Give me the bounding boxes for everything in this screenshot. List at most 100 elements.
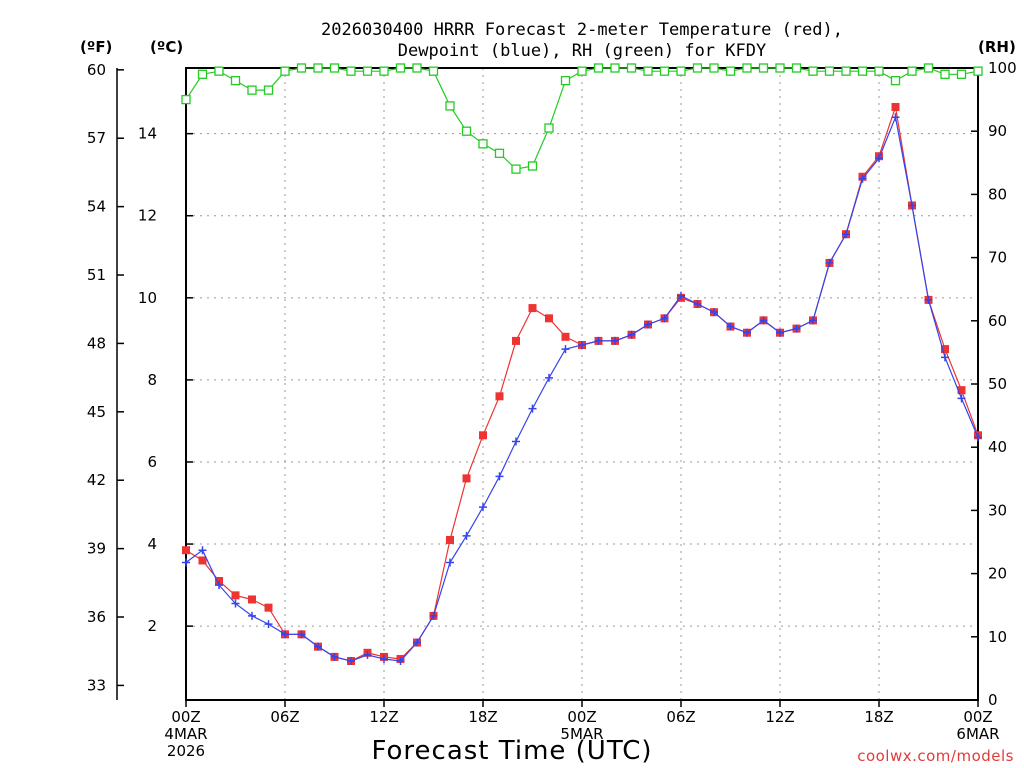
dewpoint-point — [264, 620, 273, 629]
dewpoint-point — [462, 531, 471, 540]
dewpoint-point — [314, 642, 322, 651]
celsius-tick-label: 12 — [138, 207, 157, 225]
dewpoint-point — [759, 316, 768, 325]
rh-point — [692, 63, 703, 73]
dewpoint-point — [627, 330, 636, 339]
temperature-point — [446, 535, 454, 544]
dewpoint-point — [446, 558, 454, 567]
rh-tick-label: 0 — [988, 691, 998, 709]
x-tick-label: 00Z — [171, 708, 200, 726]
fahrenheit-tick-label: 48 — [87, 334, 106, 352]
celsius-tick-label: 6 — [147, 453, 157, 471]
dewpoint-point — [198, 546, 207, 555]
temperature-point — [957, 386, 966, 395]
dewpoint-point — [363, 650, 372, 659]
dewpoint-point — [396, 657, 405, 666]
dewpoint-point — [347, 657, 355, 666]
chart-title-line1: 2026030400 HRRR Forecast 2-meter Tempera… — [321, 20, 843, 40]
fahrenheit-unit-label: (ºF) — [80, 38, 112, 56]
rh-unit-label: (RH) — [978, 38, 1016, 56]
dewpoint-point — [380, 654, 388, 663]
x-tick-label: 2026 — [167, 742, 205, 760]
rh-point — [824, 66, 835, 76]
dewpoint-point — [726, 322, 735, 331]
rh-point — [841, 66, 851, 76]
dewpoint-point — [875, 154, 883, 163]
rh-point — [709, 63, 719, 73]
rh-tick-label: 60 — [988, 312, 1007, 330]
rh-point — [313, 63, 323, 73]
dewpoint-point — [908, 201, 916, 210]
fahrenheit-tick-label: 51 — [87, 266, 106, 284]
dewpoint-point — [545, 373, 553, 382]
dewpoint-point — [776, 328, 784, 337]
dewpoint-point — [743, 328, 751, 337]
temperature-point — [248, 595, 256, 604]
rh-tick-label: 100 — [988, 59, 1017, 77]
rh-point — [527, 161, 538, 171]
temperature-point — [891, 102, 900, 111]
rh-point — [659, 66, 670, 76]
rh-tick-label: 50 — [988, 375, 1007, 393]
temperature-point — [941, 345, 949, 354]
rh-point — [263, 85, 274, 95]
fahrenheit-tick-label: 33 — [87, 676, 106, 694]
rh-point — [296, 63, 307, 73]
rh-point — [973, 66, 983, 76]
temperature-point — [561, 332, 570, 341]
dewpoint-point — [957, 394, 966, 403]
dewpoint-point — [941, 353, 949, 362]
rh-tick-label: 70 — [988, 249, 1007, 267]
celsius-tick-label: 14 — [138, 125, 157, 143]
rh-point — [577, 66, 587, 76]
dewpoint-point — [578, 341, 586, 350]
fahrenheit-tick-label: 45 — [87, 403, 106, 421]
x-tick-label: 12Z — [765, 708, 794, 726]
rh-tick-label: 40 — [988, 438, 1007, 456]
rh-tick-label: 10 — [988, 628, 1007, 646]
dewpoint-point — [660, 314, 669, 323]
rh-point — [725, 66, 736, 76]
rh-point — [346, 66, 356, 76]
rh-point — [280, 66, 290, 76]
rh-point — [247, 85, 257, 95]
credit-text: coolwx.com/models — [857, 747, 1014, 765]
x-axis-label: Forecast Time (UTC) — [371, 736, 652, 766]
dewpoint-point — [215, 581, 223, 590]
rh-point — [626, 63, 637, 73]
temperature-point — [215, 576, 223, 585]
rh-point — [461, 126, 472, 136]
rh-point — [791, 63, 802, 73]
rh-point — [395, 63, 406, 73]
rh-point — [593, 63, 604, 73]
celsius-tick-label: 2 — [147, 617, 157, 635]
dewpoint-point — [297, 630, 306, 639]
fahrenheit-tick-label: 54 — [87, 198, 106, 216]
temperature-point — [182, 546, 190, 555]
dewpoint-point — [677, 291, 685, 300]
rh-point — [428, 66, 439, 76]
rh-point — [329, 63, 340, 73]
rh-point — [511, 164, 521, 174]
rh-point — [494, 148, 505, 158]
rh-point — [956, 69, 967, 79]
dewpoint-point — [924, 295, 933, 304]
rh-point — [874, 66, 884, 76]
rh-point — [907, 66, 917, 76]
x-tick-label: 06Z — [666, 708, 695, 726]
rh-point — [940, 69, 950, 79]
dewpoint-point — [891, 113, 900, 122]
dewpoint-point — [512, 437, 520, 446]
temperature-point — [512, 336, 520, 345]
dewpoint-point — [182, 558, 190, 567]
temperature-point — [545, 314, 553, 323]
dewpoint-point — [792, 324, 801, 333]
dewpoint-point — [495, 472, 504, 481]
rh-tick-label: 30 — [988, 501, 1007, 519]
rh-point — [923, 63, 934, 73]
chart-title-line2: Dewpoint (blue), RH (green) for KFDY — [398, 41, 766, 61]
x-tick-label: 18Z — [864, 708, 893, 726]
temperature-point — [462, 474, 471, 483]
x-tick-label: 6MAR — [956, 725, 999, 743]
rh-point — [890, 75, 901, 86]
